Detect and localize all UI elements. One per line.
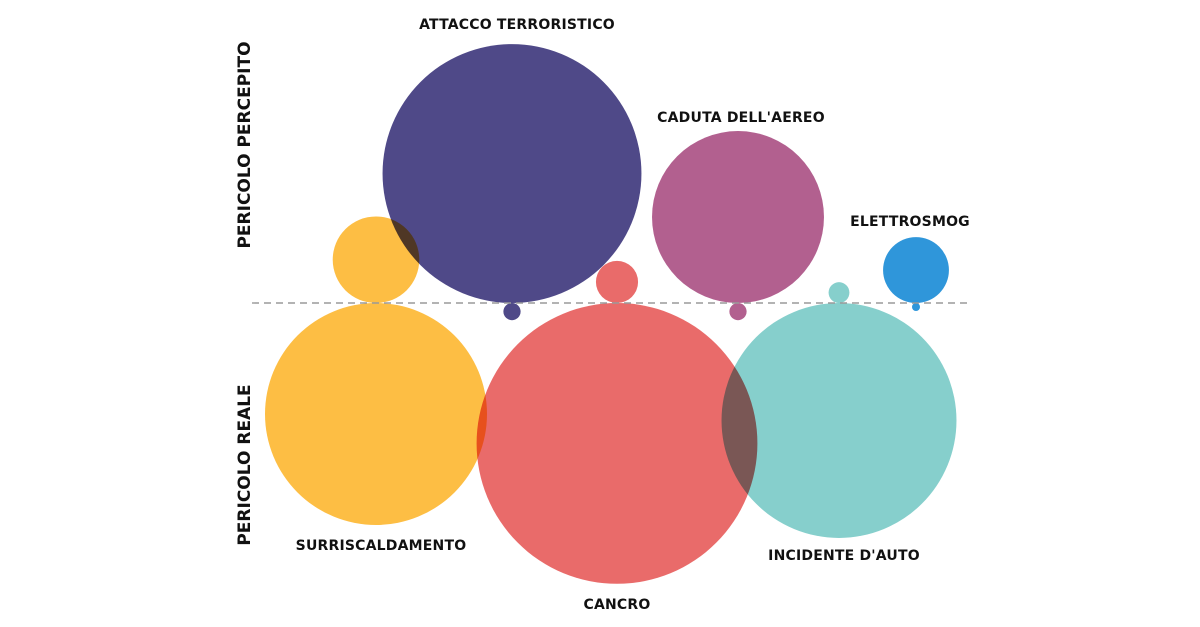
bubble-perceived-elettrosmog <box>883 237 949 303</box>
perceived-bubbles <box>332 44 949 304</box>
bubble-real-attacco-terroristico <box>503 303 521 321</box>
label-incidente-auto: INCIDENTE D'AUTO <box>768 548 920 564</box>
bubble-real-elettrosmog <box>912 303 920 311</box>
label-surriscaldamento: SURRISCALDAMENTO <box>296 538 467 554</box>
real-bubbles <box>265 303 957 584</box>
label-attacco-terroristico: ATTACCO TERRORISTICO <box>419 17 615 33</box>
bubble-perceived-caduta-aereo <box>652 131 824 303</box>
label-elettrosmog: ELETTROSMOG <box>850 214 970 230</box>
bubble-real-surriscaldamento <box>265 303 487 525</box>
label-caduta-aereo: CADUTA DELL'AEREO <box>657 110 825 126</box>
axis-label-real: PERICOLO REALE <box>235 384 255 545</box>
bubble-real-incidente-auto <box>721 303 957 538</box>
bubble-perceived-cancro <box>595 260 639 304</box>
bubble-labels: ATTACCO TERRORISTICO CADUTA DELL'AEREO ELE… <box>296 17 970 613</box>
bubble-perceived-surriscaldamento <box>332 216 420 303</box>
axis-label-perceived: PERICOLO PERCEPITO <box>235 41 255 248</box>
bubble-real-cancro <box>476 303 758 584</box>
bubble-perceived-attacco-terroristico <box>382 44 642 303</box>
bubble-real-caduta-aereo <box>729 303 747 321</box>
bubble-perceived-incidente-auto <box>828 282 850 303</box>
label-cancro: CANCRO <box>584 597 651 613</box>
